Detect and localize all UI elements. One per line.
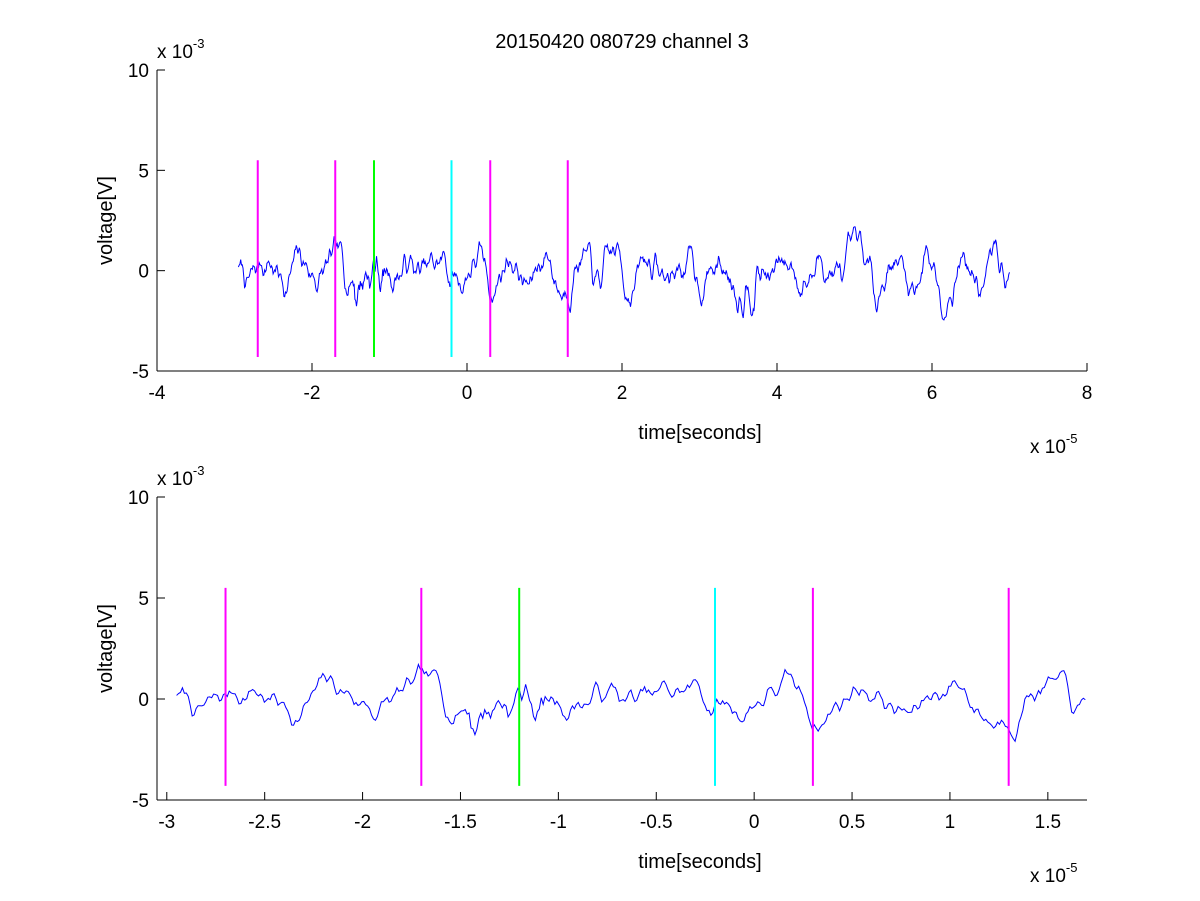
y-exponent-label: x 10-3 xyxy=(157,463,204,490)
y-axis-label: voltage[V] xyxy=(95,176,117,265)
x-tick-label: -3 xyxy=(158,812,175,833)
x-tick-label: 6 xyxy=(927,383,938,404)
y-tick-label: 0 xyxy=(138,690,149,711)
x-exponent-label: x 10-5 xyxy=(1030,860,1077,887)
x-tick-label: 1 xyxy=(945,812,956,833)
x-axis-label: time[seconds] xyxy=(638,422,761,444)
y-tick-label: 5 xyxy=(138,589,149,610)
x-tick-label: -2 xyxy=(354,812,371,833)
x-tick-label: -2.5 xyxy=(248,812,281,833)
y-tick-label: 5 xyxy=(138,161,149,182)
plot-bottom: -3 -2.5 -2 -1.5 -1 -0.5 0 0.5 1 1.5 -5 0 5 10 time[sec… xyxy=(95,463,1087,887)
x-tick-label: 0 xyxy=(462,383,473,404)
y-exponent-label: x 10-3 xyxy=(157,36,204,63)
x-tick-label: 0 xyxy=(749,812,760,833)
y-tick-label: 10 xyxy=(128,61,149,82)
x-tick-label: 4 xyxy=(772,383,783,404)
x-tick-label: -2 xyxy=(304,383,321,404)
x-tick-label: -4 xyxy=(149,383,166,404)
x-tick-label: 2 xyxy=(617,383,628,404)
signal-line xyxy=(237,226,1010,321)
x-axis-label: time[seconds] xyxy=(638,851,761,873)
y-tick-label: 0 xyxy=(138,262,149,283)
plot-top: -4 -2 0 2 4 6 8 -5 0 5 10 time[seconds] voltage[V] x … xyxy=(95,36,1092,458)
y-tick-label: 10 xyxy=(128,488,149,509)
y-axis-label: voltage[V] xyxy=(95,604,117,693)
signal-line xyxy=(176,662,1086,743)
x-tick-label: -1.5 xyxy=(444,812,477,833)
x-tick-label: -0.5 xyxy=(640,812,673,833)
y-tick-label: -5 xyxy=(132,362,149,383)
x-tick-label: -1 xyxy=(550,812,567,833)
chart-title: 20150420 080729 channel 3 xyxy=(495,31,749,53)
x-exponent-label: x 10-5 xyxy=(1030,431,1077,458)
y-tick-label: -5 xyxy=(132,791,149,812)
x-tick-label: 1.5 xyxy=(1035,812,1061,833)
x-tick-label: 8 xyxy=(1082,383,1093,404)
x-tick-label: 0.5 xyxy=(839,812,865,833)
